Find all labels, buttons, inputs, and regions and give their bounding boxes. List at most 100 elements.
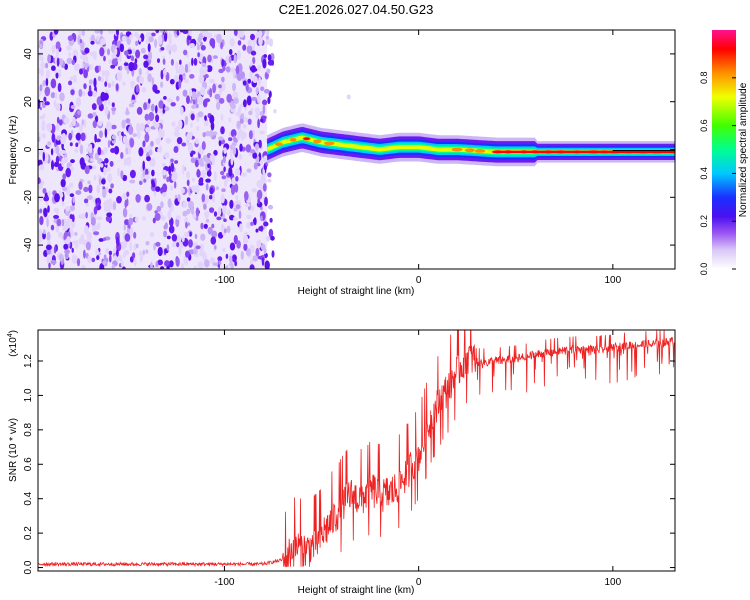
noise-speckle — [51, 133, 56, 143]
noise-speckle — [162, 163, 167, 167]
noise-speckle — [90, 216, 96, 226]
noise-speckle — [108, 188, 113, 194]
noise-speckle — [195, 245, 201, 250]
noise-speckle — [119, 43, 125, 53]
noise-speckle — [83, 186, 89, 193]
noise-speckle — [81, 213, 85, 220]
noise-speckle — [211, 192, 216, 203]
noise-speckle — [150, 103, 155, 112]
noise-speckle — [109, 254, 112, 263]
noise-speckle — [175, 215, 181, 221]
noise-speckle — [203, 223, 208, 229]
noise-speckle — [218, 68, 224, 74]
colorbar-tick-label: 0.2 — [699, 215, 709, 228]
noise-speckle — [167, 198, 172, 208]
noise-speckle — [42, 188, 47, 194]
noise-speckle — [261, 257, 265, 266]
noise-speckle — [95, 198, 98, 204]
noise-speckle — [129, 138, 135, 148]
noise-speckle — [43, 207, 48, 218]
x-tick-label: -100 — [214, 275, 234, 286]
noise-speckle — [43, 195, 50, 202]
noise-speckle — [98, 238, 104, 242]
noise-speckle — [92, 120, 98, 129]
noise-speckle — [55, 72, 59, 79]
noise-speckle — [195, 207, 200, 217]
noise-speckle — [244, 191, 249, 201]
noise-speckle — [256, 239, 262, 249]
noise-speckle — [129, 227, 134, 237]
noise-speckle — [267, 172, 272, 178]
noise-speckle — [105, 121, 112, 132]
noise-speckle — [220, 41, 224, 50]
noise-speckle — [249, 205, 255, 211]
noise-speckle — [184, 63, 189, 73]
noise-speckle — [102, 260, 107, 266]
noise-speckle — [207, 54, 212, 63]
noise-speckle — [260, 243, 266, 251]
noise-speckle — [163, 152, 170, 159]
noise-speckle — [232, 216, 238, 221]
noise-speckle — [265, 35, 270, 40]
noise-speckle — [270, 235, 275, 241]
noise-speckle — [257, 93, 261, 104]
noise-speckle — [81, 62, 85, 69]
noise-speckle — [56, 57, 60, 67]
noise-speckle — [70, 219, 76, 229]
noise-speckle — [142, 160, 145, 171]
noise-speckle — [125, 110, 130, 116]
noise-speckle — [256, 180, 262, 188]
noise-speckle — [249, 244, 255, 254]
snr-y-label: SNR (10 * v/v) — [8, 418, 19, 482]
noise-speckle — [170, 162, 175, 173]
noise-speckle — [234, 255, 237, 260]
noise-speckle — [222, 247, 226, 253]
noise-speckle — [249, 264, 255, 269]
noise-speckle — [150, 231, 154, 238]
noise-speckle — [51, 65, 56, 71]
noise-speckle — [244, 231, 248, 236]
noise-speckle — [184, 231, 190, 238]
noise-speckle — [266, 30, 270, 36]
noise-speckle — [166, 98, 173, 103]
noise-speckle — [70, 159, 75, 164]
noise-speckle — [247, 78, 252, 84]
noise-speckle — [116, 30, 119, 37]
noise-speckle — [96, 216, 103, 221]
noise-speckle — [193, 265, 197, 269]
ridge-peak — [324, 141, 335, 146]
noise-speckle — [263, 89, 270, 94]
noise-speckle — [158, 35, 163, 45]
noise-speckle — [211, 230, 218, 239]
scale-exponent: 4 — [7, 333, 14, 337]
noise-speckle — [226, 209, 231, 216]
noise-speckle — [89, 63, 93, 70]
noise-speckle — [182, 75, 186, 79]
noise-speckle — [111, 124, 117, 130]
noise-speckle — [155, 186, 161, 192]
noise-speckle — [111, 107, 117, 112]
noise-speckle — [110, 183, 114, 189]
noise-speckle — [188, 239, 193, 248]
y-tick-label: 0.2 — [23, 526, 34, 540]
noise-speckle — [133, 243, 137, 251]
noise-speckle — [129, 179, 136, 184]
noise-speckle — [129, 214, 132, 218]
noise-speckle — [189, 74, 195, 79]
noise-speckle — [218, 260, 222, 265]
noise-speckle — [198, 178, 204, 185]
noise-speckle — [212, 262, 219, 267]
noise-speckle — [42, 80, 46, 87]
ridge-band-5 — [267, 135, 675, 154]
noise-speckle — [60, 192, 64, 198]
noise-speckle — [44, 152, 49, 163]
noise-speckle — [66, 57, 73, 64]
noise-speckle — [174, 181, 177, 189]
noise-speckle — [86, 148, 90, 153]
noise-speckle — [57, 82, 62, 93]
noise-speckle — [186, 53, 189, 58]
noise-speckle — [135, 49, 141, 59]
noise-speckle — [204, 259, 210, 268]
noise-speckle — [172, 242, 176, 248]
noise-speckle — [67, 189, 71, 195]
